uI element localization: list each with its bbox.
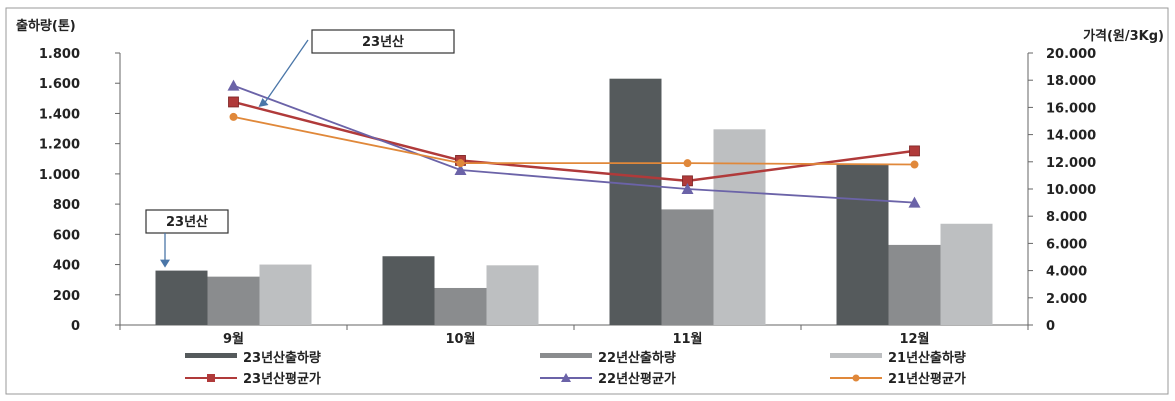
callout-label: 23년산: [166, 214, 208, 230]
data-point: [456, 159, 465, 168]
bar: [382, 256, 435, 325]
bar: [940, 223, 993, 325]
left-axis-title: 출하량(톤): [16, 18, 76, 34]
right-tick-label: 0: [1046, 319, 1055, 334]
series-line: [233, 84, 915, 204]
data-point: [454, 163, 467, 175]
right-tick-label: 18.000: [1046, 74, 1096, 89]
data-point: [229, 112, 238, 121]
right-tick-label: 12.000: [1046, 156, 1096, 171]
legend-swatch: [830, 353, 882, 358]
series-line: [233, 100, 915, 183]
legend-label: 21년산출하량: [888, 350, 966, 366]
right-tick-label: 10.000: [1046, 183, 1096, 198]
legend-marker: [561, 373, 571, 382]
left-tick-label: 0: [71, 319, 80, 334]
callout-box: [311, 29, 455, 54]
right-tick-label: 8.000: [1046, 210, 1087, 225]
left-tick-label: 1.000: [39, 168, 80, 183]
right-tick-label: 14.000: [1046, 129, 1096, 144]
left-tick-label: 800: [53, 198, 80, 213]
data-point: [228, 96, 239, 108]
lines-layer: [227, 79, 921, 208]
bar: [259, 264, 312, 325]
right-tick-label: 16.000: [1046, 101, 1096, 116]
chart-frame: [5, 7, 1169, 395]
left-tick-label: 400: [53, 259, 80, 274]
left-tick-label: 1.600: [39, 77, 80, 92]
callout-arrow: [263, 39, 309, 104]
x-tick-label: 11월: [672, 331, 702, 347]
right-tick-label: 20.000: [1046, 47, 1096, 62]
bar: [888, 244, 941, 325]
bar: [836, 164, 889, 325]
x-tick-label: 12월: [899, 331, 929, 347]
legend-swatch: [185, 353, 237, 358]
legend-marker: [852, 374, 860, 382]
legend-label: 23년산출하량: [243, 350, 321, 366]
left-tick-label: 200: [53, 289, 80, 304]
right-tick-label: 2.000: [1046, 292, 1087, 307]
data-point: [227, 79, 240, 91]
right-axis-title: 가격(원/3Kg): [1083, 29, 1164, 44]
right-tick-label: 6.000: [1046, 237, 1087, 252]
legend-label: 22년산출하량: [598, 350, 676, 366]
callout-arrowhead: [258, 97, 269, 107]
data-point: [908, 196, 921, 208]
data-point: [909, 145, 920, 157]
left-tick-label: 1.400: [39, 107, 80, 122]
x-tick-label: 10월: [445, 331, 475, 347]
legend-label: 21년산평균가: [888, 371, 966, 387]
callout-arrowhead: [160, 259, 170, 268]
legend: 23년산출하량 22년산출하량 21년산출하량 23년산평균가 22년산평균가 21년산평…: [185, 350, 966, 387]
bar: [434, 287, 487, 325]
bar: [661, 209, 714, 325]
data-point: [681, 183, 694, 194]
bar: [207, 276, 260, 325]
right-tick-label: 4.000: [1046, 265, 1087, 280]
legend-label: 22년산평균가: [598, 371, 676, 387]
bars-layer: [155, 78, 993, 325]
legend-label: 23년산평균가: [243, 371, 321, 387]
data-point: [910, 160, 919, 169]
x-tick-label: 9월: [223, 331, 244, 347]
data-point: [683, 159, 692, 168]
bar: [486, 265, 539, 325]
series-line: [233, 116, 915, 166]
legend-marker: [207, 374, 215, 382]
left-tick-label: 1.800: [39, 47, 80, 62]
bar: [713, 129, 766, 325]
left-tick-label: 600: [53, 228, 80, 243]
bar: [155, 270, 208, 325]
callout-box: [145, 209, 229, 234]
legend-swatch: [540, 353, 592, 358]
callout-label: 23년산: [362, 34, 404, 50]
left-tick-label: 1.200: [39, 138, 80, 153]
bar: [609, 78, 662, 325]
